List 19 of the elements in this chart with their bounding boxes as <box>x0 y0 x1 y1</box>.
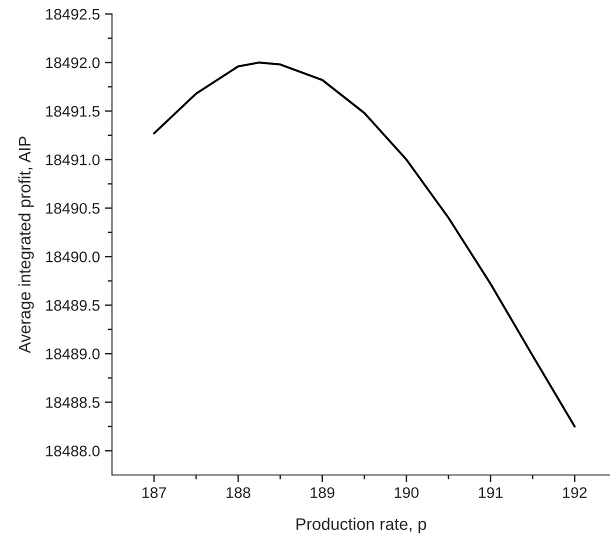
y-tick-label: 18492.0 <box>46 57 100 68</box>
x-axis-title: Production rate, p <box>296 518 426 534</box>
y-tick-label: 18488.0 <box>46 446 100 456</box>
x-tick-label: 190 <box>394 487 419 498</box>
y-tick-label: 18490.0 <box>46 252 100 262</box>
y-tick-label: 18488.5 <box>46 397 100 408</box>
x-tick-label: 192 <box>563 487 587 498</box>
x-tick-label: 191 <box>478 487 503 498</box>
y-tick-label: 18490.5 <box>46 202 100 214</box>
y-axis-title: Average integrated profit, AIP <box>18 136 34 354</box>
line-series <box>153 61 576 428</box>
x-tick-label: 188 <box>226 487 250 498</box>
y-tick-label: 18489.5 <box>46 300 100 311</box>
x-tick-label: 189 <box>310 487 334 498</box>
x-tick-label: 187 <box>142 487 166 498</box>
y-tick-label: 18492.5 <box>46 8 100 20</box>
y-tick-label: 18491.0 <box>46 154 100 166</box>
y-tick-label: 18489.0 <box>46 348 100 360</box>
y-tick-label: 18491.5 <box>46 106 100 117</box>
